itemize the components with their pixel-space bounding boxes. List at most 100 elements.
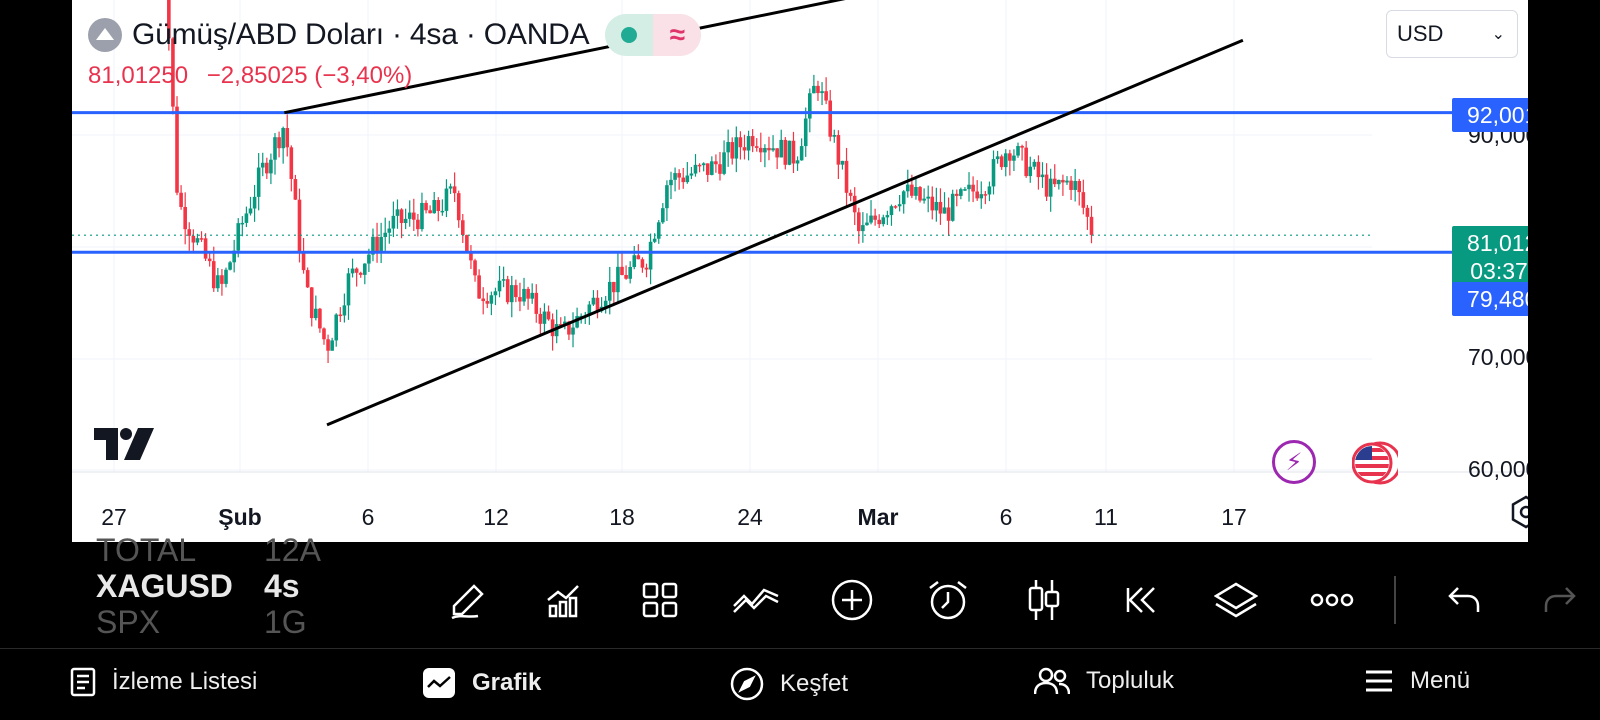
y-axis-label: 60,00000: [1468, 456, 1528, 482]
candle-body: [567, 321, 571, 335]
symbol-header[interactable]: Gümüş/ABD Doları · 4sa · OANDA ≈: [88, 14, 702, 56]
currency-select[interactable]: USD ⌄: [1386, 10, 1518, 58]
candle-body: [918, 187, 922, 201]
nav-explore[interactable]: Keşfet: [730, 667, 848, 701]
candle-body: [848, 192, 853, 196]
candle-body: [1077, 180, 1082, 193]
candle-body: [183, 206, 187, 230]
candle-body: [632, 255, 637, 267]
candle-body: [991, 159, 996, 187]
layout-grid-icon: [642, 582, 678, 618]
candle-body: [665, 185, 669, 209]
candle-body: [554, 324, 559, 337]
nav-community[interactable]: Topluluk: [1034, 667, 1174, 695]
candle-body: [187, 229, 192, 236]
candle-body: [861, 225, 865, 232]
candle-body: [297, 199, 302, 252]
market-status-pill[interactable]: ≈: [605, 14, 702, 56]
undo-button[interactable]: [1416, 576, 1512, 624]
candle-body: [399, 209, 404, 224]
layers-button[interactable]: [1188, 576, 1284, 624]
candle-body: [232, 250, 236, 263]
candle-body: [1024, 147, 1028, 177]
candle-body: [661, 208, 665, 223]
chart-settings-gear-icon[interactable]: [1508, 494, 1528, 530]
symbol-title[interactable]: Gümüş/ABD Doları · 4sa · OANDA: [132, 18, 590, 51]
candle-body: [754, 146, 759, 148]
candles-icon: [1028, 580, 1060, 620]
compare-button[interactable]: [708, 576, 804, 624]
indicators-button[interactable]: [516, 576, 612, 624]
lower-line-price-tag[interactable]: 79,48085: [1452, 282, 1528, 316]
candle-body: [489, 295, 494, 304]
x-axis-label: 27: [101, 504, 127, 530]
candle-body: [526, 288, 530, 299]
tradingview-logo-icon: [94, 428, 154, 460]
candle-body: [305, 270, 310, 288]
layout-button[interactable]: [612, 576, 708, 624]
price-chart[interactable]: [72, 0, 1528, 542]
candle-body: [481, 298, 485, 302]
candle-body: [530, 292, 534, 299]
add-button[interactable]: [804, 576, 900, 624]
x-axis-label: 12: [483, 504, 509, 530]
candle-body: [211, 261, 216, 289]
candle-body: [893, 206, 898, 208]
chart-type-button[interactable]: [996, 576, 1092, 624]
candle-body: [256, 167, 261, 197]
candle-body: [746, 136, 751, 151]
us-events-flag-icon[interactable]: [1352, 440, 1398, 486]
candle-body: [808, 93, 812, 119]
symbol-quick-list[interactable]: TOTAL 12A XAGUSD 4s SPX 1G: [96, 536, 321, 636]
draw-pen-button[interactable]: [420, 576, 516, 624]
candle-body: [689, 173, 694, 176]
upper-line-price-tag[interactable]: 92,00167: [1452, 98, 1528, 132]
candle-body: [199, 238, 204, 240]
candle-body: [950, 193, 955, 221]
candle-body: [477, 275, 481, 299]
chart-panel[interactable]: Gümüş/ABD Doları · 4sa · OANDA ≈ 81,0125…: [72, 0, 1528, 542]
symbol-list-item-active[interactable]: XAGUSD 4s: [96, 564, 321, 608]
candle-body: [550, 319, 555, 337]
candle-body: [877, 219, 882, 225]
candle-body: [220, 275, 224, 284]
candle-body: [448, 186, 453, 189]
candle-body: [224, 269, 228, 284]
more-button[interactable]: [1284, 576, 1380, 624]
x-axis-label: 24: [737, 504, 763, 530]
chart-icon: [423, 668, 455, 698]
candle-body: [673, 173, 677, 180]
watchlist-icon: [70, 667, 96, 697]
approx-data-icon[interactable]: ≈: [653, 14, 702, 56]
candle-body: [252, 196, 257, 209]
candle-body: [285, 128, 290, 148]
replay-button[interactable]: [1092, 576, 1188, 624]
candle-body: [301, 251, 306, 271]
candle-body: [387, 228, 392, 233]
redo-button[interactable]: [1512, 576, 1600, 624]
candle-body: [171, 38, 175, 107]
price-change: −2,85025 (−3,40%): [206, 62, 413, 89]
symbol-list-item[interactable]: TOTAL 12A: [96, 536, 321, 564]
candle-body: [644, 267, 649, 270]
candle-body: [395, 209, 400, 216]
nav-watchlist[interactable]: İzleme Listesi: [70, 667, 257, 697]
candle-body: [228, 262, 232, 270]
nav-chart[interactable]: Grafik: [422, 667, 541, 699]
lightning-icon[interactable]: ⚡: [1272, 440, 1316, 484]
candle-body: [330, 340, 334, 351]
candle-body: [509, 285, 514, 303]
candle-body: [379, 237, 383, 253]
nav-menu[interactable]: Menü: [1364, 667, 1470, 695]
candle-body: [701, 163, 706, 166]
candle-body: [452, 186, 457, 194]
candle-body: [334, 314, 339, 341]
candle-body: [444, 188, 449, 211]
candle-body: [432, 200, 437, 214]
drawings: [72, 0, 1528, 427]
nav-chart-label: Grafik: [472, 669, 542, 696]
candle-body: [465, 235, 469, 253]
candle-body: [783, 139, 788, 165]
alert-button[interactable]: [900, 576, 996, 624]
symbol-list-item[interactable]: SPX 1G: [96, 608, 321, 636]
